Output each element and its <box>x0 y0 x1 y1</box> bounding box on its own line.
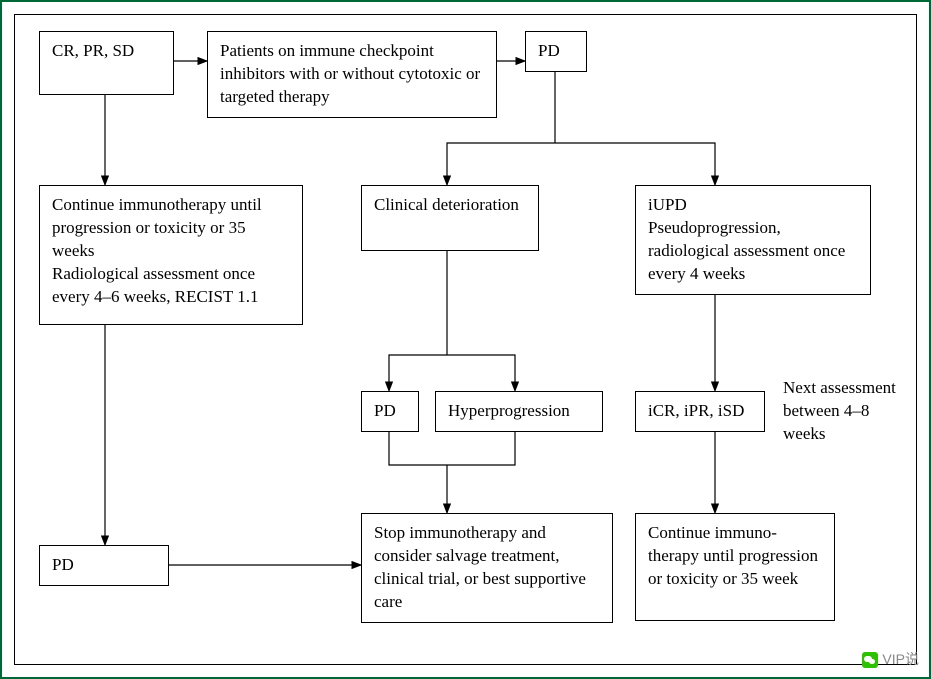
node-icr-ipr-isd: iCR, iPR, iSD <box>635 391 765 432</box>
node-continue-immuno: Continue immunotherapy until progression… <box>39 185 303 325</box>
outer-frame: CR, PR, SD Patients on immune checkpoint… <box>0 0 931 679</box>
node-text: PD <box>374 401 396 420</box>
node-text: Clinical deterioration <box>374 195 519 214</box>
watermark-text: VIP说 <box>882 651 919 667</box>
node-pd-bottom: PD <box>39 545 169 586</box>
node-text: Hyperprogression <box>448 401 570 420</box>
node-text: PD <box>538 41 560 60</box>
watermark: VIP说 <box>862 649 919 669</box>
node-continue-immuno-2: Continue immuno­therapy until progressio… <box>635 513 835 621</box>
node-clinical-deterioration: Clinical deterioration <box>361 185 539 251</box>
node-patients-ici: Patients on immune checkpoint inhibitors… <box>207 31 497 118</box>
node-text: Continue immunotherapy until progression… <box>52 195 262 306</box>
node-text: Continue immuno­therapy until progressio… <box>648 523 818 588</box>
node-text: Patients on immune checkpoint inhibitors… <box>220 41 480 106</box>
node-text: Stop immunotherapy and consider salvage … <box>374 523 586 611</box>
node-cr-pr-sd: CR, PR, SD <box>39 31 174 95</box>
node-iupd: iUPDPseudoprogression, radiological asse… <box>635 185 871 295</box>
node-text: PD <box>52 555 74 574</box>
node-text: iUPDPseudoprogression, radiological asse… <box>648 195 845 283</box>
node-pd-top: PD <box>525 31 587 72</box>
flowchart: CR, PR, SD Patients on immune checkpoint… <box>14 14 917 665</box>
node-hyperprogression: Hyperprogression <box>435 391 603 432</box>
node-text: iCR, iPR, iSD <box>648 401 744 420</box>
annotation-text: Next assessment between 4–8 weeks <box>783 378 896 443</box>
node-text: CR, PR, SD <box>52 41 134 60</box>
node-pd-mid: PD <box>361 391 419 432</box>
node-stop-immuno: Stop immunotherapy and consider salvage … <box>361 513 613 623</box>
wechat-icon <box>862 652 878 668</box>
annotation-next-assessment: Next assessment between 4–8 weeks <box>783 377 913 446</box>
